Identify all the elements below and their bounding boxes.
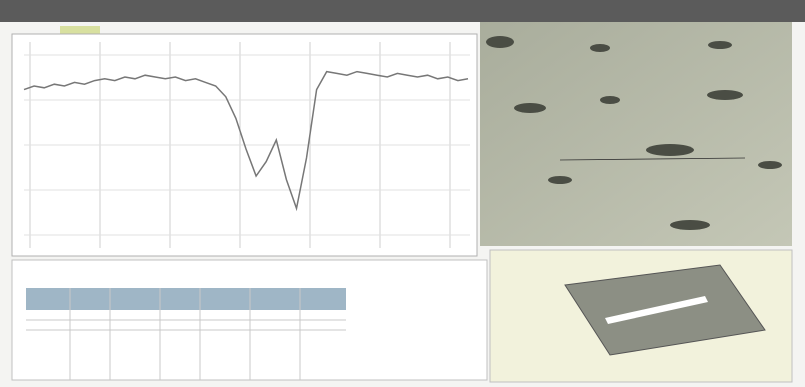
table-header (26, 288, 346, 310)
tab[interactable] (60, 26, 100, 34)
title-bar (0, 0, 805, 22)
microscope-image (480, 22, 792, 246)
screenshot (0, 0, 805, 387)
page: (() => { const data = JSON.parse(documen… (0, 0, 805, 387)
